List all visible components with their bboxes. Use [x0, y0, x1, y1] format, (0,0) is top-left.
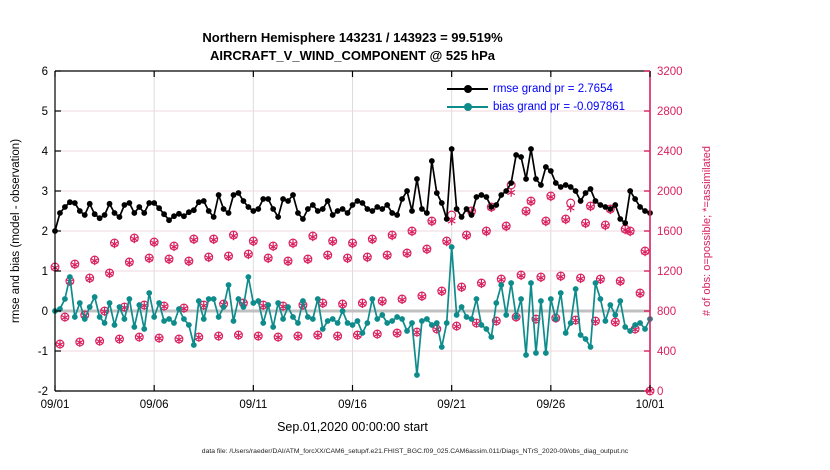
legend: rmse grand pr = 2.7654 bias grand pr = -… [447, 80, 625, 116]
svg-text:3200: 3200 [657, 66, 683, 78]
svg-text:5: 5 [42, 106, 48, 118]
chart-title: Northern Hemisphere 143231 / 143923 = 99… [55, 29, 650, 64]
svg-text:09/01: 09/01 [41, 399, 70, 411]
left-axis-label: rmse and bias (model - observation) [10, 138, 22, 324]
svg-text:0: 0 [657, 386, 663, 398]
svg-text:1600: 1600 [657, 226, 683, 238]
x-axis-label: Sep.01,2020 00:00:00 start [277, 420, 428, 434]
svg-text:1: 1 [42, 266, 48, 278]
svg-text:09/11: 09/11 [239, 399, 267, 411]
svg-text:0: 0 [42, 306, 48, 318]
svg-text:1200: 1200 [657, 266, 683, 278]
svg-text:09/21: 09/21 [437, 399, 466, 411]
svg-text:2800: 2800 [657, 106, 683, 118]
svg-text:09/06: 09/06 [140, 399, 169, 411]
svg-text:10/01: 10/01 [636, 399, 665, 411]
svg-text:2000: 2000 [657, 186, 683, 198]
rmse-line-swatch [447, 85, 488, 93]
svg-text:09/26: 09/26 [536, 399, 565, 411]
legend-item-rmse: rmse grand pr = 2.7654 [447, 80, 625, 98]
svg-text:800: 800 [657, 306, 676, 318]
legend-item-bias: bias grand pr = -0.097861 [447, 98, 625, 116]
datafile-note: data file: /Users/raeder/DAI/ATM_forcXX/… [201, 448, 629, 455]
chart-title-line1: Northern Hemisphere 143231 / 143923 = 99… [202, 30, 503, 45]
svg-text:4: 4 [42, 146, 49, 158]
svg-text:3: 3 [42, 186, 48, 198]
right-axis-label: # of obs: o=possible; *=assimilated [701, 146, 713, 316]
svg-text:6: 6 [42, 66, 48, 78]
legend-label-rmse: rmse grand pr = 2.7654 [493, 83, 613, 95]
bias-line-swatch [447, 103, 488, 111]
svg-text:-2: -2 [38, 386, 48, 398]
svg-text:2: 2 [42, 226, 48, 238]
svg-text:-1: -1 [38, 346, 48, 358]
legend-label-bias: bias grand pr = -0.097861 [493, 101, 626, 113]
chart-title-line2: AIRCRAFT_V_WIND_COMPONENT @ 525 hPa [210, 47, 495, 63]
svg-text:09/16: 09/16 [338, 399, 367, 411]
svg-text:2400: 2400 [657, 146, 683, 158]
svg-text:400: 400 [657, 346, 676, 358]
